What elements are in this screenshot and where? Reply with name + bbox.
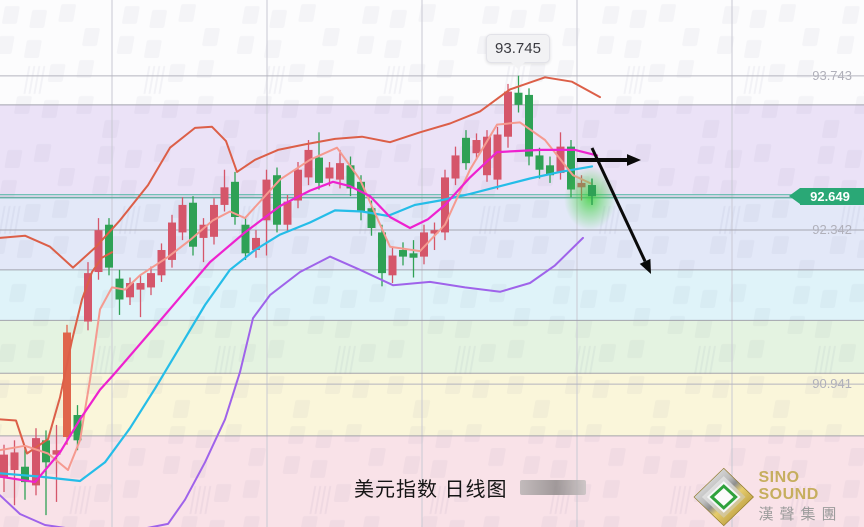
current-price-value: 92.649 bbox=[810, 189, 850, 204]
high-price-value: 93.745 bbox=[495, 40, 541, 57]
brand-name-en: SINO SOUND bbox=[758, 469, 819, 504]
brand-logo: SINO SOUND 漢聲集團 bbox=[692, 466, 864, 527]
high-price-tooltip: 93.745 bbox=[486, 34, 550, 69]
chart-title: 美元指数 日线图 bbox=[354, 478, 508, 501]
price-label-middle: 92.342 bbox=[812, 222, 852, 237]
price-label-lower: 90.941 bbox=[812, 376, 852, 391]
chart-caption: 美元指数 日线图 bbox=[354, 476, 586, 501]
price-label-upper: 93.743 bbox=[812, 68, 852, 83]
brand-name-cn: 漢聲集團 bbox=[758, 505, 843, 523]
redacted-watermark bbox=[519, 479, 586, 495]
current-price-tag: 92.649 bbox=[789, 188, 864, 205]
brand-diamond-icon bbox=[693, 467, 754, 526]
